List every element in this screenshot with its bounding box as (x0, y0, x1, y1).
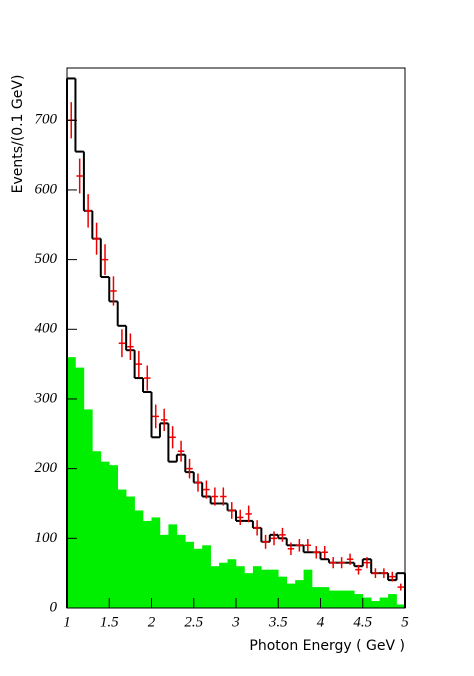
filled-bin (202, 545, 211, 608)
filled-bin (362, 597, 372, 608)
filled-bin (278, 576, 287, 608)
y-tick-label: 400 (35, 321, 58, 337)
filled-bin (151, 517, 161, 608)
y-axis-label: Events/(0.1 GeV) (10, 75, 26, 194)
x-tick-label: 4.5 (353, 614, 372, 630)
y-tick-label: 500 (35, 251, 58, 267)
filled-bin (117, 489, 127, 608)
filled-bin (100, 461, 110, 608)
filled-bin (219, 562, 228, 608)
y-tick-label: 300 (34, 390, 58, 406)
filled-bin (371, 601, 380, 608)
filled-bin (75, 367, 85, 608)
y-tick-label: 600 (35, 181, 58, 197)
filled-bin (109, 465, 118, 608)
filled-bin (210, 566, 220, 608)
x-tick-label: 3 (231, 614, 240, 630)
filled-bin (185, 541, 195, 608)
filled-bin (176, 534, 186, 608)
filled-bin (193, 548, 203, 608)
filled-bin (303, 569, 313, 608)
filled-bin (337, 590, 347, 608)
filled-bin (134, 510, 144, 608)
filled-bin (261, 569, 271, 608)
y-tick-label: 200 (35, 460, 58, 476)
filled-bin (286, 583, 296, 608)
y-tick-label: 700 (35, 112, 58, 128)
x-tick-label: 2.5 (184, 614, 203, 630)
filled-bin (354, 594, 364, 608)
filled-bin (312, 587, 321, 608)
filled-bin (252, 566, 262, 608)
filled-bin (67, 357, 76, 608)
filled-bin (269, 569, 279, 608)
x-tick-label: 4 (317, 614, 325, 630)
filled-bin (328, 590, 338, 608)
filled-bin (83, 409, 93, 608)
filled-bin (388, 594, 397, 608)
x-tick-label: 5 (401, 614, 409, 630)
filled-bin (126, 496, 135, 608)
filled-bin (168, 524, 178, 608)
x-tick-label: 1 (63, 614, 71, 630)
filled-bin (295, 580, 304, 608)
filled-bin (379, 597, 389, 608)
x-tick-label: 3.5 (268, 614, 288, 630)
x-tick-label: 1.5 (100, 614, 119, 630)
filled-bin (396, 604, 406, 608)
filled-bin (244, 573, 254, 608)
filled-bin (236, 566, 245, 608)
y-tick-label: 100 (35, 530, 58, 546)
x-axis-label: Photon Energy ( GeV ) (249, 638, 405, 654)
filled-bin (143, 520, 152, 608)
filled-bin (320, 587, 330, 608)
filled-bin (345, 590, 355, 608)
filled-bin (227, 559, 237, 608)
y-tick-label: 0 (50, 599, 58, 615)
x-tick-label: 2 (148, 614, 156, 630)
filled-bin (92, 451, 102, 608)
filled-bin (159, 534, 169, 608)
